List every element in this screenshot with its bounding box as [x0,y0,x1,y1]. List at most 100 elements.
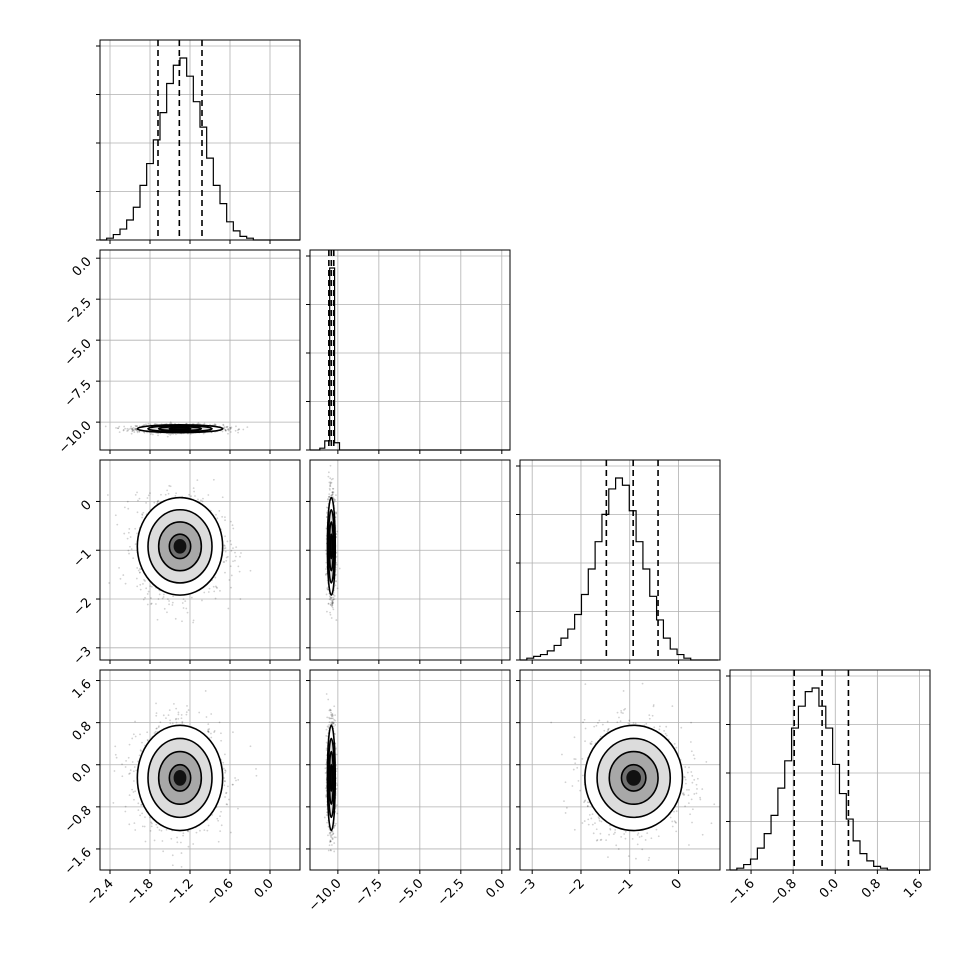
sample-point [237,428,240,431]
sample-point [146,497,149,499]
sample-point [186,611,189,614]
sample-point [171,601,174,604]
sample-point [326,587,329,590]
sample-point [325,506,328,509]
sample-point [132,426,135,429]
sample-point [328,495,331,498]
sample-point [169,485,172,488]
sample-point [114,753,117,756]
sample-point [116,427,119,430]
sample-point [196,479,199,481]
sample-point [331,600,334,602]
sample-point [238,428,241,431]
sample-point [335,563,338,566]
sample-point [202,432,205,435]
x-tick-label: 0.0 [817,876,842,901]
sample-point [332,596,335,599]
sample-point [138,754,141,757]
sample-point [327,496,330,498]
sample-point [230,543,233,546]
sample-point [136,425,138,427]
sample-point [134,735,137,738]
sample-point [331,599,333,602]
sample-point [167,492,170,495]
sample-point [187,845,190,848]
sample-point [242,428,245,431]
sample-point [124,582,127,585]
sample-point [335,494,337,497]
sample-point [118,566,120,569]
sample-point [134,829,137,831]
sample-point [214,576,217,579]
sample-point [197,422,200,424]
sample-point [150,602,153,605]
sample-point [332,487,335,490]
sample-point [127,429,129,432]
sample-point [134,493,137,496]
sample-point [136,585,139,588]
sample-point [234,429,237,432]
sample-point [330,601,333,604]
sample-point [131,429,134,432]
y-tick-label: 0.0 [70,761,95,786]
sample-point [181,722,184,724]
sample-point [161,597,164,600]
sample-point [224,428,227,431]
sample-point [229,431,232,433]
sample-point [228,579,231,581]
sample-point [326,610,328,613]
sample-point [331,601,334,604]
sample-point [237,565,240,568]
sample-point [188,493,190,496]
sample-point [128,773,131,775]
sample-point [332,598,335,601]
sample-point [333,500,336,503]
sample-point [331,491,334,494]
sample-point [138,430,141,433]
panel-frame [309,249,511,451]
sample-point [146,593,149,595]
sample-point [222,767,225,770]
sample-point [327,602,330,605]
panel-frame [309,459,511,661]
sample-point [145,501,147,504]
sample-point [224,571,226,574]
sample-point [169,421,172,424]
sample-point [224,429,227,432]
sample-point [169,422,171,425]
sample-point [126,430,129,432]
sample-point [142,598,145,601]
sample-point [224,516,226,519]
sample-point [175,707,178,710]
sample-point [156,618,159,621]
sample-point [329,597,332,600]
contour-line [147,508,213,584]
sample-point [130,425,132,428]
sample-point [325,593,328,596]
sample-point [325,573,327,575]
histogram-step [520,477,719,661]
sample-point [124,805,127,808]
sample-point [199,829,201,832]
sample-point [150,822,153,825]
sample-point [239,598,242,600]
sample-point [182,598,185,601]
sample-point [235,555,237,558]
sample-point [217,840,220,843]
sample-point [232,731,234,734]
sample-point [331,601,334,604]
sample-point [327,497,330,500]
sample-point [232,560,234,563]
sample-point [154,423,157,425]
sample-point [142,511,145,514]
sample-point [193,490,196,493]
sample-point [141,513,144,516]
sample-point [249,569,252,572]
y-tick-label: −0.8 [62,803,95,836]
sample-point [214,585,217,588]
sample-point [123,532,126,535]
sample-point [174,495,177,497]
sample-point [234,559,236,562]
density-panel-0-3: −2.4 −1.8 −1.2 −0.6 0.0−1.6−0.80.00.81.6 [62,669,301,909]
x-tick-label: 0.0 [252,876,277,901]
